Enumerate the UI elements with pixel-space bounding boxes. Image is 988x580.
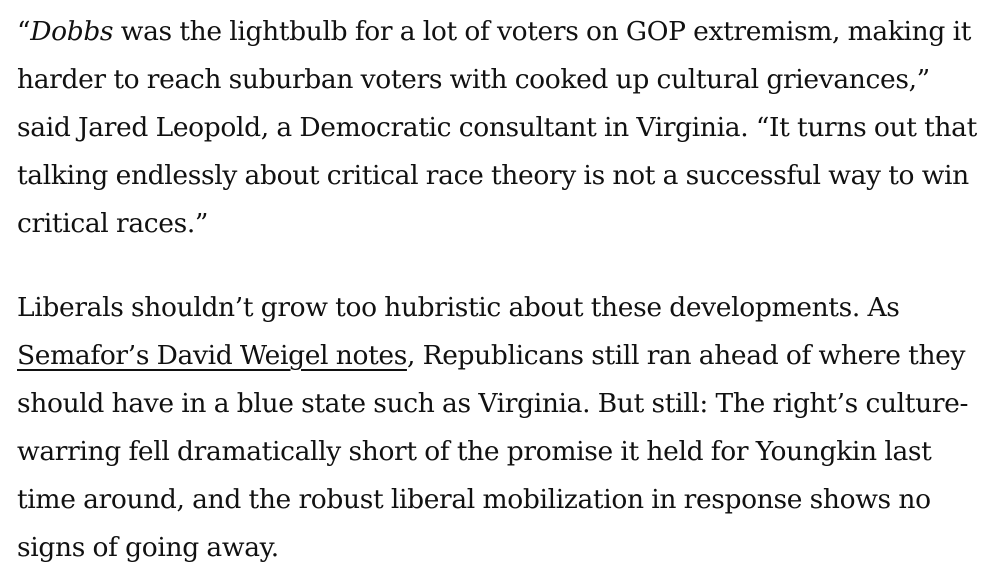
semafor-article-link[interactable]: Semafor’s David Weigel notes <box>17 340 407 371</box>
text-before-link: Liberals shouldn’t grow too hubristic ab… <box>17 292 900 323</box>
paragraph-analysis: Liberals shouldn’t grow too hubristic ab… <box>17 284 979 572</box>
article-body: “Dobbs was the lightbulb for a lot of vo… <box>17 8 979 572</box>
quote-text: was the lightbulb for a lot of voters on… <box>17 16 977 239</box>
italic-case-name: Dobbs <box>30 16 114 47</box>
paragraph-quote: “Dobbs was the lightbulb for a lot of vo… <box>17 8 979 248</box>
open-quote: “ <box>17 16 31 47</box>
text-after-link: , Republicans still ran ahead of where t… <box>17 340 969 563</box>
